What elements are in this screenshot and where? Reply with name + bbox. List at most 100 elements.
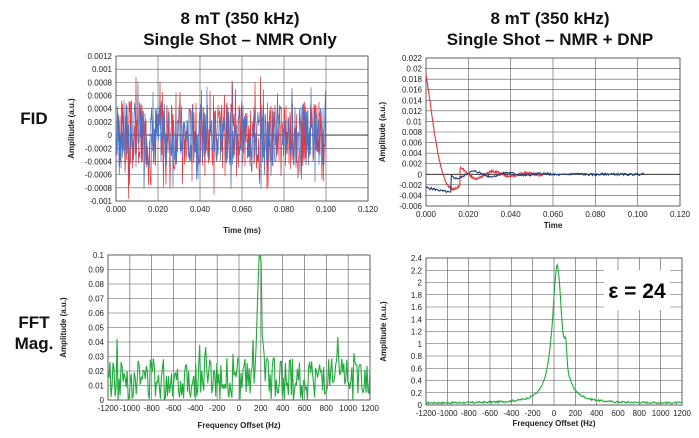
y-axis-label: Amplitude (a.u.) — [379, 301, 388, 362]
x-axis-label: Time (ms) — [223, 226, 261, 235]
x-tick-label: 800 — [633, 409, 647, 418]
y-tick-label: 0.002 — [402, 160, 423, 169]
y-tick-label: 0.0008 — [88, 78, 113, 87]
x-tick-label: -800 — [461, 409, 478, 418]
y-tick-label: 0.07 — [88, 295, 104, 304]
y-tick-label: 2.4 — [411, 254, 423, 263]
x-tick-label: -1200 — [98, 404, 119, 413]
y-tick-label: -0.0002 — [85, 144, 113, 153]
y-tick-label: -0.001 — [89, 197, 112, 206]
x-axis-label: Frequency Offset (Hz) — [512, 419, 595, 428]
x-tick-label: 600 — [611, 409, 625, 418]
y-tick-label: -0.0004 — [85, 157, 113, 166]
y-tick-label: 0.001 — [92, 65, 113, 74]
x-tick-label: 0.040 — [501, 210, 522, 219]
y-tick-label: 1.8 — [411, 291, 423, 300]
enhancement-annotation: ε = 24 — [608, 280, 666, 303]
y-tick-label: 0.08 — [88, 280, 104, 289]
x-tick-label: -600 — [482, 409, 499, 418]
x-tick-label: 0.080 — [585, 210, 606, 219]
y-tick-label: -0.0006 — [85, 171, 113, 180]
y-tick-label: 0.1 — [93, 251, 105, 260]
x-tick-label: 0.020 — [148, 205, 169, 214]
x-tick-label: 0.120 — [670, 210, 691, 219]
y-tick-label: 0.4 — [411, 377, 423, 386]
y-tick-label: 0.008 — [402, 128, 423, 137]
y-tick-label: -0.004 — [399, 191, 422, 200]
x-tick-label: 800 — [320, 404, 334, 413]
row-label-fft-line2: Mag. — [14, 334, 54, 353]
y-tick-label: 0.8 — [411, 352, 423, 361]
y-tick-label: -0.002 — [399, 181, 422, 190]
title-right: 8 mT (350 kHz) Single Shot – NMR + DNP — [415, 8, 685, 50]
row-label-fid: FID — [20, 109, 48, 128]
y-tick-label: 0 — [100, 396, 105, 405]
annotation-box — [604, 270, 670, 310]
x-tick-label: 0.060 — [232, 205, 253, 214]
row-label-fft: FFT Mag. — [4, 312, 64, 354]
y-tick-label: 0.01 — [406, 117, 422, 126]
x-tick-label: -1000 — [120, 404, 141, 413]
x-tick-label: 200 — [569, 409, 583, 418]
y-tick-label: 0 — [418, 170, 423, 179]
y-tick-label: 0.04 — [88, 338, 104, 347]
y-tick-label: 0.014 — [402, 96, 423, 105]
series-blue-line — [115, 80, 327, 189]
title-right-line1: 8 mT (350 kHz) — [490, 9, 610, 28]
x-axis-label: Time — [544, 221, 563, 230]
y-tick-label: 0.018 — [402, 75, 423, 84]
x-tick-label: 0.000 — [106, 205, 127, 214]
x-tick-label: 400 — [590, 409, 604, 418]
x-tick-label: -200 — [525, 409, 542, 418]
y-tick-label: 0.01 — [88, 382, 104, 391]
title-left-line1: 8 mT (350 kHz) — [180, 9, 300, 28]
y-tick-label: 0.022 — [402, 54, 423, 63]
y-tick-label: 0.2 — [411, 389, 423, 398]
x-tick-label: 0.000 — [416, 210, 437, 219]
y-tick-label: 0.016 — [402, 86, 423, 95]
y-tick-label: 0.03 — [88, 353, 104, 362]
y-axis-label: Amplitude (a.u.) — [67, 98, 76, 159]
y-axis-label: Amplitude (a.u.) — [59, 297, 68, 358]
x-tick-label: -1000 — [437, 409, 458, 418]
x-tick-label: -1200 — [416, 409, 437, 418]
y-tick-label: 0.0002 — [88, 118, 113, 127]
x-tick-label: -400 — [187, 404, 204, 413]
x-tick-label: -400 — [503, 409, 520, 418]
x-tick-label: 1200 — [673, 409, 691, 418]
y-tick-label: 0.06 — [88, 309, 104, 318]
y-tick-label: 0.012 — [402, 107, 423, 116]
y-tick-label: 0.02 — [406, 65, 422, 74]
y-tick-label: 0.0006 — [88, 92, 113, 101]
x-tick-label: 0.120 — [358, 205, 379, 214]
y-tick-label: 0.09 — [88, 266, 104, 275]
y-tick-label: 2 — [418, 279, 423, 288]
title-left-line2: Single Shot – NMR Only — [143, 30, 337, 49]
x-tick-label: -600 — [165, 404, 182, 413]
y-tick-label: -0.006 — [399, 202, 422, 211]
series-green-line — [107, 254, 371, 401]
y-tick-label: 0.6 — [411, 364, 423, 373]
title-right-line2: Single Shot – NMR + DNP — [446, 30, 654, 49]
y-tick-label: 1 — [418, 340, 423, 349]
x-tick-label: 1000 — [339, 404, 357, 413]
x-tick-label: -200 — [209, 404, 226, 413]
x-tick-label: 0.100 — [316, 205, 337, 214]
x-tick-label: 400 — [276, 404, 290, 413]
y-tick-label: 0 — [108, 131, 113, 140]
x-tick-label: -800 — [144, 404, 161, 413]
y-axis-label: Amplitude (a.u.) — [378, 101, 387, 162]
y-tick-label: 0.006 — [402, 139, 423, 148]
y-tick-label: 0.0012 — [88, 52, 113, 61]
y-tick-label: 1.4 — [411, 315, 423, 324]
row-label-fft-line1: FFT — [18, 313, 50, 332]
y-tick-label: 0.0004 — [88, 105, 113, 114]
y-tick-label: 1.6 — [411, 303, 423, 312]
x-tick-label: 0 — [552, 409, 557, 418]
series-navy-line — [425, 170, 645, 194]
y-tick-label: 1.2 — [411, 328, 423, 337]
x-tick-label: 0.040 — [190, 205, 211, 214]
y-tick-label: 0.004 — [402, 149, 423, 158]
x-tick-label: 1200 — [361, 404, 379, 413]
x-tick-label: 600 — [298, 404, 312, 413]
